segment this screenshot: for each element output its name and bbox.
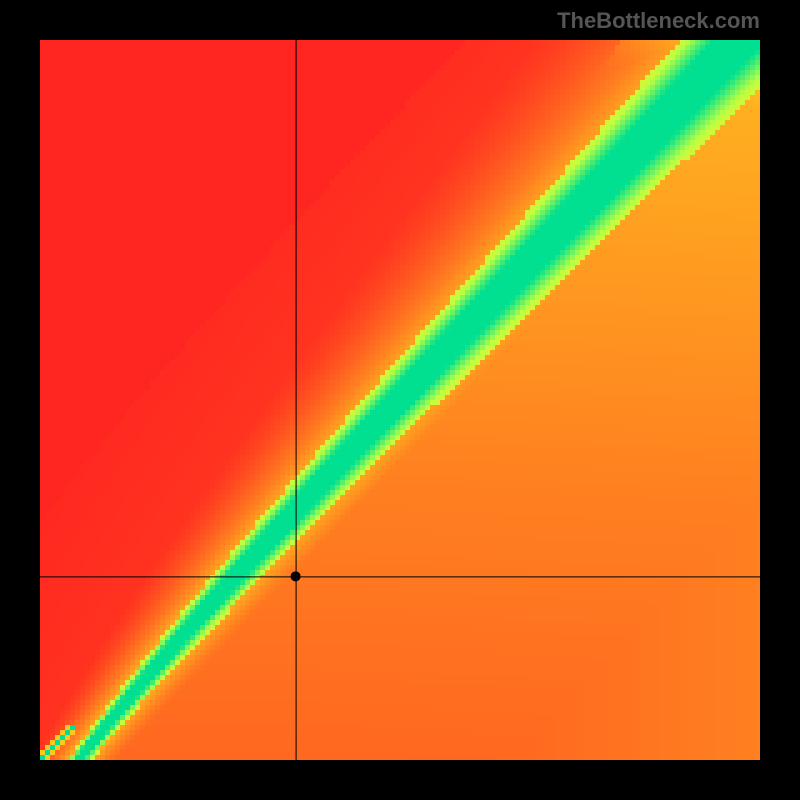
watermark-text: TheBottleneck.com	[557, 8, 760, 34]
bottleneck-heatmap	[40, 40, 760, 760]
heatmap-canvas	[40, 40, 760, 760]
